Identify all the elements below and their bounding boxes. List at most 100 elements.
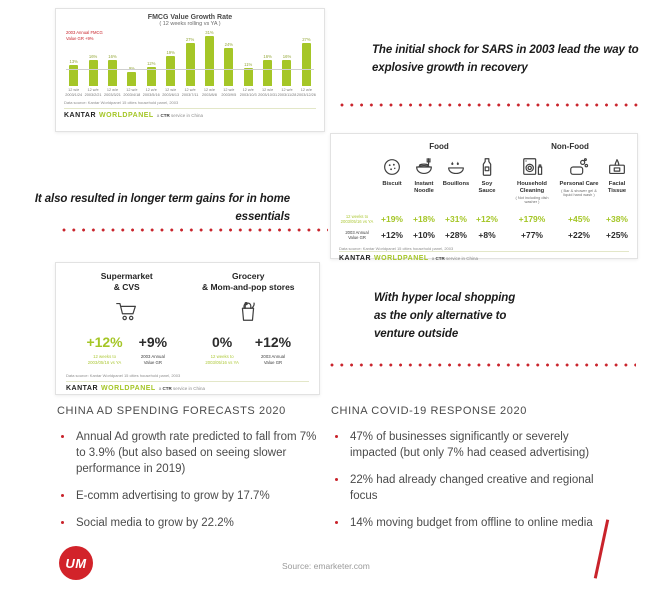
chart-annotation-line1: 2003 Annual FMCG — [66, 30, 103, 35]
label-line: 2003 Annual — [261, 354, 285, 360]
fmcg-chart-panel: FMCG Value Growth Rate ( 12 weeks rollin… — [55, 8, 325, 132]
store-title: Supermarket & CVS — [101, 271, 153, 293]
bar-value-label: 12% — [147, 60, 156, 66]
biscuit-icon — [377, 156, 407, 178]
label-line: 2003 Annual — [345, 229, 369, 235]
food-item-name: Instant Noodle — [414, 181, 434, 194]
food-recent-value: +12% — [476, 214, 498, 224]
sars-callout-line2: explosive growth in recovery — [372, 61, 528, 74]
food-annual-value: +28% — [445, 230, 467, 240]
x-tick-date: 2003/11/28 — [277, 92, 297, 97]
bar-column: 16% 12 w/e 2003/10/31 — [258, 30, 277, 97]
bar-wrap: 31% — [200, 30, 219, 86]
covid-response-bullets: 47% of businesses significantly or sever… — [331, 429, 595, 531]
x-tick-period: 12 w/e — [300, 88, 312, 92]
bar — [243, 68, 253, 86]
bullet-item: E-comm advertising to grow by 17.7% — [57, 488, 325, 504]
food-item-name: Bouillons — [442, 181, 470, 187]
store-title: Grocery & Mom-and-pop stores — [202, 271, 295, 293]
bar-column: 16% 12 w/e 2003/2/21 — [83, 30, 102, 97]
food-row-label-annual: 2003 Annual Value GR — [339, 230, 375, 241]
kantar-logo-text: KANTAR — [339, 255, 372, 262]
x-tick-period: 12 w/e — [262, 88, 274, 92]
bar-value-label: 31% — [205, 30, 214, 36]
x-tick-date: 2003/7/11 — [181, 92, 199, 97]
dotted-divider — [62, 228, 328, 232]
bar-value-label: 16% — [108, 54, 117, 60]
food-annual-value: +25% — [606, 230, 628, 240]
bar-value-label: 27% — [185, 36, 195, 42]
store-title-line: Grocery — [231, 271, 265, 281]
food-grid: Food Non-Food Biscuit +19% +12% Instant Noodl… — [339, 140, 629, 251]
bar-wrap: 27% — [180, 30, 199, 86]
kantar-footer: KANTAR WORLDPANEL a CTR service in China — [66, 381, 309, 394]
x-tick-period: 12 w/e — [68, 88, 80, 92]
x-tick-date: 2003/8/8 — [202, 92, 217, 97]
x-tick-label: 12 w/e 2003/11/28 — [277, 86, 297, 97]
ad-spending-bullets: Annual Ad growth rate predicted to fall … — [57, 429, 325, 531]
x-tick-date: 2003/5/16 — [142, 92, 160, 97]
covid-response-title: CHINA COVID-19 RESPONSE 2020 — [331, 405, 527, 417]
food-recent-value: +179% — [518, 214, 546, 224]
bar — [185, 42, 195, 86]
bullet-item: 22% had already changed creative and reg… — [331, 472, 595, 504]
food-item-name: Household Cleaning( Not including dish w… — [509, 181, 555, 205]
um-logo: UM — [59, 546, 93, 580]
bar — [224, 47, 234, 86]
bar-wrap: 16% — [83, 30, 102, 86]
bar-wrap: 12% — [142, 30, 161, 86]
label-line: 2003/05/16 vs YA — [87, 359, 122, 365]
bar-wrap: 16% — [103, 30, 122, 86]
bar — [282, 60, 292, 86]
food-item-name: Soy Sauce — [478, 181, 496, 194]
store-block: Supermarket & CVS +12% 12 weeks to 2003/05/1… — [66, 271, 188, 365]
bar — [127, 71, 137, 86]
bar-value-label: 19% — [166, 49, 175, 55]
kantar-logo-text: KANTAR — [66, 385, 99, 392]
retail-row: Supermarket & CVS +12% 12 weeks to 2003/05/1… — [66, 271, 309, 365]
label-line: 12 weeks to — [210, 354, 234, 360]
x-tick-label: 12 w/e 2003/1/24 — [64, 86, 83, 97]
annual-value: +12% — [254, 334, 292, 351]
gains-callout: It also resulted in longer term gains fo… — [28, 191, 290, 227]
recent-value-group: 0% 12 weeks to 2003/05/16 vs YA — [205, 334, 239, 365]
food-item-sublabel: ( Bar & shower gel & liquid hand wash ) — [561, 187, 597, 198]
ad-spending-title: CHINA AD SPENDING FORECASTS 2020 — [57, 405, 286, 417]
sars-callout: The initial shock for SARS in 2003 lead … — [372, 42, 642, 78]
bar-wrap: 13% — [64, 30, 83, 86]
bar-value-label: 9% — [129, 66, 135, 71]
food-recent-value: +18% — [413, 214, 435, 224]
x-tick-period: 12 w/e — [145, 88, 157, 92]
x-tick-date: 2003/6/13 — [162, 92, 180, 97]
x-tick-period: 12 w/e — [87, 88, 99, 92]
x-tick-date: 2003/4/18 — [123, 92, 141, 97]
soy-sauce-bottle-icon — [473, 156, 501, 178]
gains-callout-line2: essentials — [235, 210, 290, 223]
store-values: +12% 12 weeks to 2003/05/16 vs YA +9% 2003 A… — [86, 334, 167, 365]
food-group-header: Non-Food — [551, 142, 589, 151]
retail-datasource: Data source: Kantar Worldpanel 15 cities… — [66, 373, 181, 378]
x-tick-label: 12 w/e 2003/8/8 — [200, 86, 219, 97]
kantar-logo-text: KANTAR — [64, 112, 97, 119]
label-line: Value GR — [348, 235, 366, 240]
worldpanel-logo-text: WORLDPANEL — [374, 255, 429, 262]
hyper-callout-line1: With hyper local shopping — [374, 292, 516, 304]
label-line: Value GR — [263, 359, 283, 365]
reference-line — [66, 69, 314, 70]
hyper-callout-line2: as the only alternative to — [374, 309, 507, 322]
x-tick-period: 12 w/e — [203, 88, 216, 92]
x-tick-label: 12 w/e 2003/6/13 — [161, 86, 180, 97]
food-item-name: Facial Tissue — [607, 181, 627, 194]
chart-title: FMCG Value Growth Rate — [147, 14, 233, 21]
bar-wrap: 27% — [297, 30, 316, 86]
covid-response-column: CHINA COVID-19 RESPONSE 2020 47% of busi… — [331, 405, 595, 542]
x-tick-label: 12 w/e 2003/5/16 — [142, 86, 161, 97]
label-line: 2003/05/16 vs YA — [340, 219, 374, 224]
recent-value: 0% — [212, 334, 233, 351]
bar-wrap: 16% — [277, 30, 296, 86]
bullet-item: 14% moving budget from offline to online… — [331, 515, 595, 531]
food-annual-value: +8% — [478, 230, 496, 240]
bar-wrap: 24% — [219, 30, 238, 86]
kantar-footer: KANTAR WORLDPANEL a CTR service in China — [64, 108, 316, 121]
bar-value-label: 24% — [224, 41, 234, 47]
